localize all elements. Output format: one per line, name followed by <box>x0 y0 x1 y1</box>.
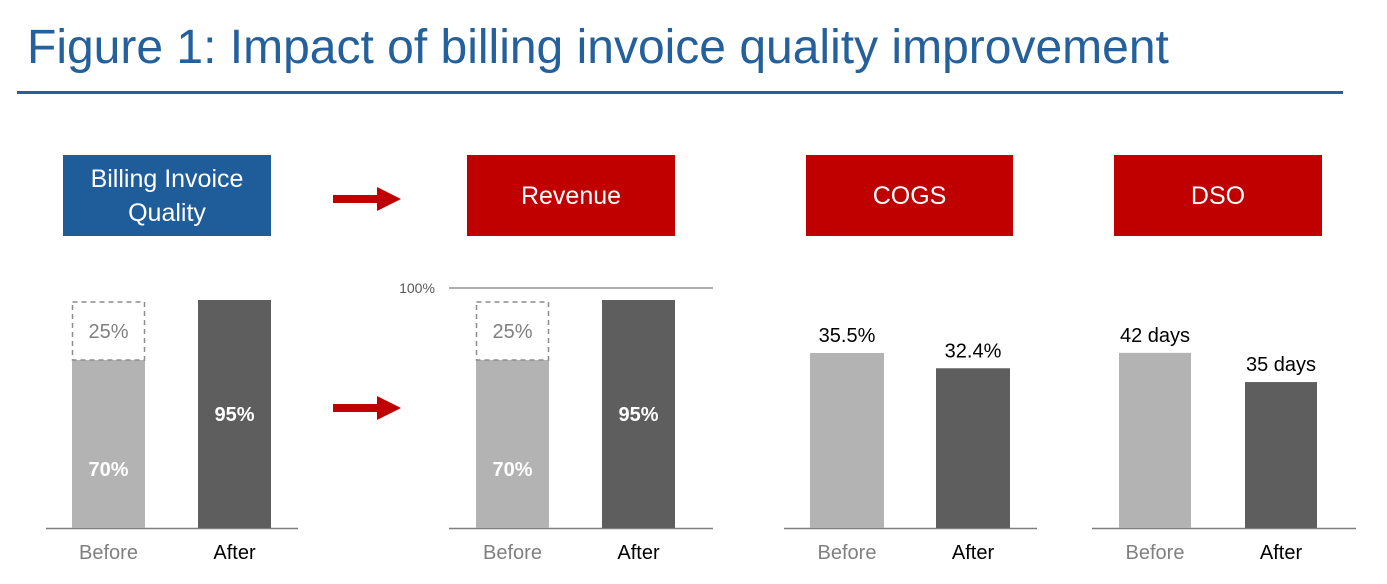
x-tick-label: After <box>213 542 256 564</box>
x-tick-label: Before <box>1126 542 1185 564</box>
bar-value-label: 35 days <box>1246 354 1316 376</box>
bar-value-label: 35.5% <box>819 325 876 347</box>
bar-value-label: 42 days <box>1120 325 1190 347</box>
bar-value-label: 95% <box>618 404 658 426</box>
x-tick-label: Before <box>818 542 877 564</box>
header-dso: DSO <box>1114 155 1322 236</box>
arrow-right-icon <box>333 396 401 420</box>
header-cogs-label: COGS <box>872 181 947 210</box>
header-revenue-label: Revenue <box>520 181 622 210</box>
bar <box>810 352 884 528</box>
bar-value-label: 70% <box>492 459 532 481</box>
bar-value-label: 70% <box>88 459 128 481</box>
bar <box>936 368 1010 528</box>
bar <box>198 300 271 528</box>
header-billing-invoice-quality: Billing Invoice Quality <box>63 155 271 236</box>
bar-increment-label: 25% <box>88 321 128 343</box>
bar-increment-label: 25% <box>492 321 532 343</box>
x-tick-label: After <box>952 542 995 564</box>
bar <box>1119 352 1191 528</box>
bar-increment-outline <box>71 301 146 361</box>
x-tick-label: Before <box>483 542 542 564</box>
arrow-right-icon <box>333 187 401 211</box>
x-tick-label: Before <box>79 542 138 564</box>
reference-line-label: 100% <box>399 280 435 296</box>
bar <box>602 300 675 528</box>
bar <box>1245 382 1317 528</box>
bar <box>72 360 145 528</box>
header-dso-label: DSO <box>1190 181 1246 210</box>
bar-value-label: 32.4% <box>945 340 1002 362</box>
header-billing-invoice-quality-label: Billing Invoice Quality <box>90 164 244 227</box>
x-tick-label: After <box>1260 542 1303 564</box>
x-tick-label: After <box>617 542 660 564</box>
page-title: Figure 1: Impact of billing invoice qual… <box>27 21 1169 74</box>
header-cogs: COGS <box>806 155 1013 236</box>
title-underline <box>17 91 1343 94</box>
bar-value-label: 95% <box>214 404 254 426</box>
header-revenue: Revenue <box>467 155 675 236</box>
bar-increment-outline <box>475 301 550 361</box>
bar <box>476 360 549 528</box>
